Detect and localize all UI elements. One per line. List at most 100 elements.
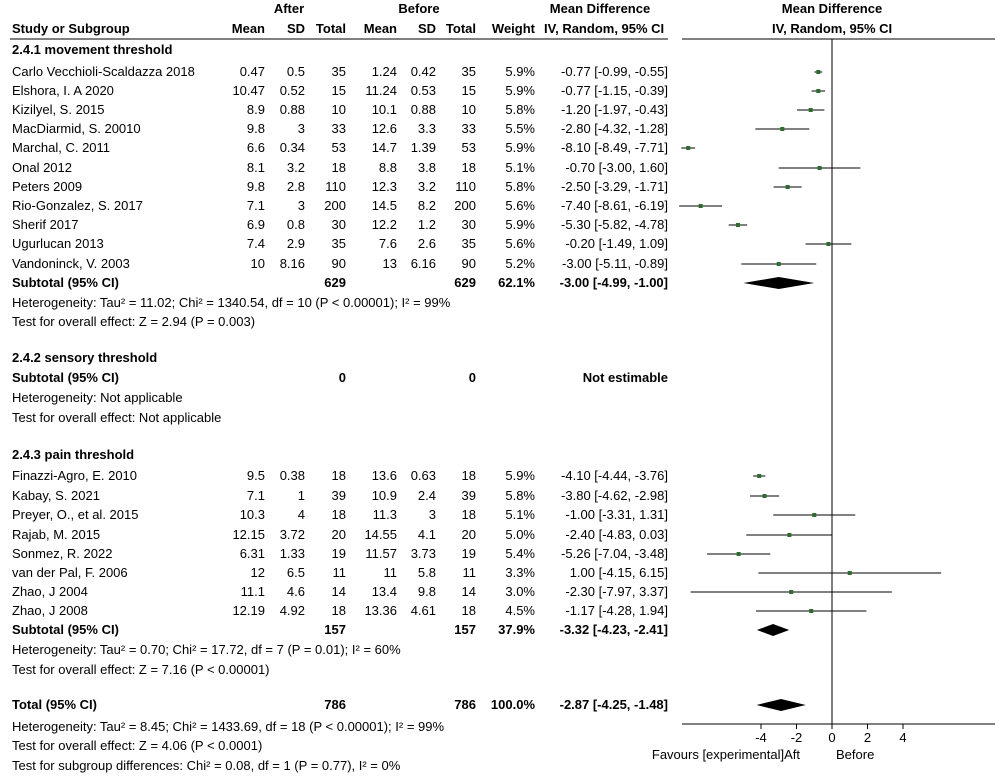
cell-b-mean: 11 xyxy=(383,565,398,580)
cell-a-n: 39 xyxy=(331,488,346,503)
cell-a-mean: 10 xyxy=(250,256,265,271)
cell-ci: -1.00 [-3.31, 1.31] xyxy=(565,507,668,522)
cell-ci: -0.20 [-1.49, 1.09] xyxy=(565,236,668,251)
subgroup-differences-text: Test for subgroup differences: Chi² = 0.… xyxy=(12,758,401,773)
before-total-header: Total xyxy=(445,21,476,36)
subtotal-before-total: 0 xyxy=(468,370,476,385)
cell-b-mean: 10.9 xyxy=(371,488,397,503)
cell-weight: 5.6% xyxy=(505,198,535,213)
point-estimate xyxy=(735,223,740,227)
cell-a-n: 30 xyxy=(331,217,346,232)
cell-b-n: 14 xyxy=(461,584,476,599)
x-tick-label: 4 xyxy=(899,730,907,745)
subtotal-before-total: 157 xyxy=(454,622,476,637)
cell-ci: -5.26 [-7.04, -3.48] xyxy=(561,546,668,561)
before-mean-header: Mean xyxy=(363,21,397,36)
cell-b-sd: 0.53 xyxy=(410,83,436,98)
overall-effect-text: Test for overall effect: Not applicable xyxy=(12,410,222,425)
before-sd-header: SD xyxy=(417,21,436,36)
study-name: Carlo Vecchioli-Scaldazza 2018 xyxy=(12,64,195,79)
subgroup-title: 2.4.3 pain threshold xyxy=(12,447,135,462)
point-estimate xyxy=(847,571,852,575)
cell-a-mean: 9.8 xyxy=(246,121,265,136)
cell-a-mean: 6.6 xyxy=(246,140,265,155)
total-label: Total (95% CI) xyxy=(12,697,97,712)
cell-a-mean: 10.3 xyxy=(239,507,265,522)
cell-b-sd: 1.39 xyxy=(410,140,436,155)
cell-weight: 5.2% xyxy=(505,256,535,271)
cell-b-n: 39 xyxy=(461,488,476,503)
study-name: Zhao, J 2008 xyxy=(12,603,88,618)
subtotal-ci: -3.32 [-4.23, -2.41] xyxy=(559,622,668,637)
heterogeneity-text: Heterogeneity: Tau² = 11.02; Chi² = 1340… xyxy=(12,295,451,310)
subtotal-ci: Not estimable xyxy=(582,370,668,385)
point-estimate xyxy=(698,204,703,208)
study-name: Finazzi-Agro, E. 2010 xyxy=(12,468,138,483)
point-estimate xyxy=(789,590,794,594)
cell-ci: -8.10 [-8.49, -7.71] xyxy=(561,140,668,155)
cell-a-mean: 12 xyxy=(250,565,265,580)
cell-a-n: 15 xyxy=(331,83,346,98)
cell-ci: -1.17 [-4.28, 1.94] xyxy=(565,603,668,618)
cell-weight: 5.8% xyxy=(505,102,535,117)
cell-b-n: 110 xyxy=(455,179,476,194)
cell-b-mean: 11.24 xyxy=(365,83,397,98)
cell-weight: 5.0% xyxy=(505,527,535,542)
cell-b-sd: 3.3 xyxy=(417,121,436,136)
cell-b-mean: 12.2 xyxy=(371,217,397,232)
point-estimate xyxy=(808,108,813,112)
cell-b-sd: 1.2 xyxy=(417,217,436,232)
point-estimate xyxy=(816,89,821,93)
cell-b-sd: 0.88 xyxy=(410,102,436,117)
cell-ci: -2.30 [-7.97, 3.37] xyxy=(565,584,668,599)
cell-b-sd: 2.4 xyxy=(417,488,436,503)
study-name: Elshora, I. A 2020 xyxy=(12,83,114,98)
plot-method-header: IV, Random, 95% CI xyxy=(772,21,893,36)
point-estimate xyxy=(757,474,762,478)
subtotal-weight: 37.9% xyxy=(498,622,535,637)
subtotal-after-total: 0 xyxy=(338,370,346,385)
point-estimate xyxy=(776,262,781,266)
cell-b-mean: 11.3 xyxy=(372,507,397,522)
point-estimate xyxy=(762,494,767,498)
cell-a-mean: 8.9 xyxy=(246,102,265,117)
cell-ci: -0.77 [-0.99, -0.55] xyxy=(561,64,668,79)
cell-b-mean: 14.5 xyxy=(371,198,397,213)
cell-b-n: 18 xyxy=(461,603,476,618)
cell-a-mean: 8.1 xyxy=(246,160,265,175)
subtotal-before-total: 629 xyxy=(454,275,476,290)
cell-b-n: 15 xyxy=(461,83,476,98)
favours-left-label: Favours [experimental]Aft xyxy=(651,747,800,762)
point-estimate xyxy=(686,146,691,150)
cell-weight: 5.6% xyxy=(505,236,535,251)
total-ci: -2.87 [-4.25, -1.48] xyxy=(559,697,668,712)
cell-weight: 5.1% xyxy=(505,507,535,522)
cell-a-mean: 7.1 xyxy=(246,198,265,213)
cell-ci: -0.77 [-1.15, -0.39] xyxy=(561,83,668,98)
study-name: MacDiarmid, S. 20010 xyxy=(12,121,141,136)
cell-a-n: 18 xyxy=(331,160,346,175)
cell-b-sd: 0.63 xyxy=(410,468,436,483)
subtotal-after-total: 629 xyxy=(324,275,346,290)
cell-a-sd: 6.5 xyxy=(286,565,305,580)
cell-ci: -2.40 [-4.83, 0.03] xyxy=(565,527,668,542)
heterogeneity-text: Heterogeneity: Tau² = 0.70; Chi² = 17.72… xyxy=(12,642,401,657)
cell-b-mean: 11.57 xyxy=(365,546,397,561)
cell-a-sd: 3.2 xyxy=(286,160,305,175)
study-name: Rajab, M. 2015 xyxy=(12,527,101,542)
cell-ci: -2.80 [-4.32, -1.28] xyxy=(561,121,668,136)
cell-a-sd: 3.72 xyxy=(279,527,305,542)
cell-a-mean: 10.47 xyxy=(232,83,265,98)
cell-a-sd: 0.52 xyxy=(279,83,305,98)
x-tick-label: 2 xyxy=(863,730,872,745)
cell-weight: 5.9% xyxy=(505,83,535,98)
cell-b-sd: 3 xyxy=(428,507,436,522)
weight-header: Weight xyxy=(491,21,535,36)
cell-b-sd: 9.8 xyxy=(417,584,436,599)
cell-a-n: 35 xyxy=(331,64,346,79)
cell-a-sd: 0.38 xyxy=(279,468,305,483)
cell-weight: 4.5% xyxy=(505,603,535,618)
cell-b-mean: 13.4 xyxy=(371,584,397,599)
study-name: Onal 2012 xyxy=(12,160,72,175)
cell-ci: -1.20 [-1.97, -0.43] xyxy=(561,102,668,117)
